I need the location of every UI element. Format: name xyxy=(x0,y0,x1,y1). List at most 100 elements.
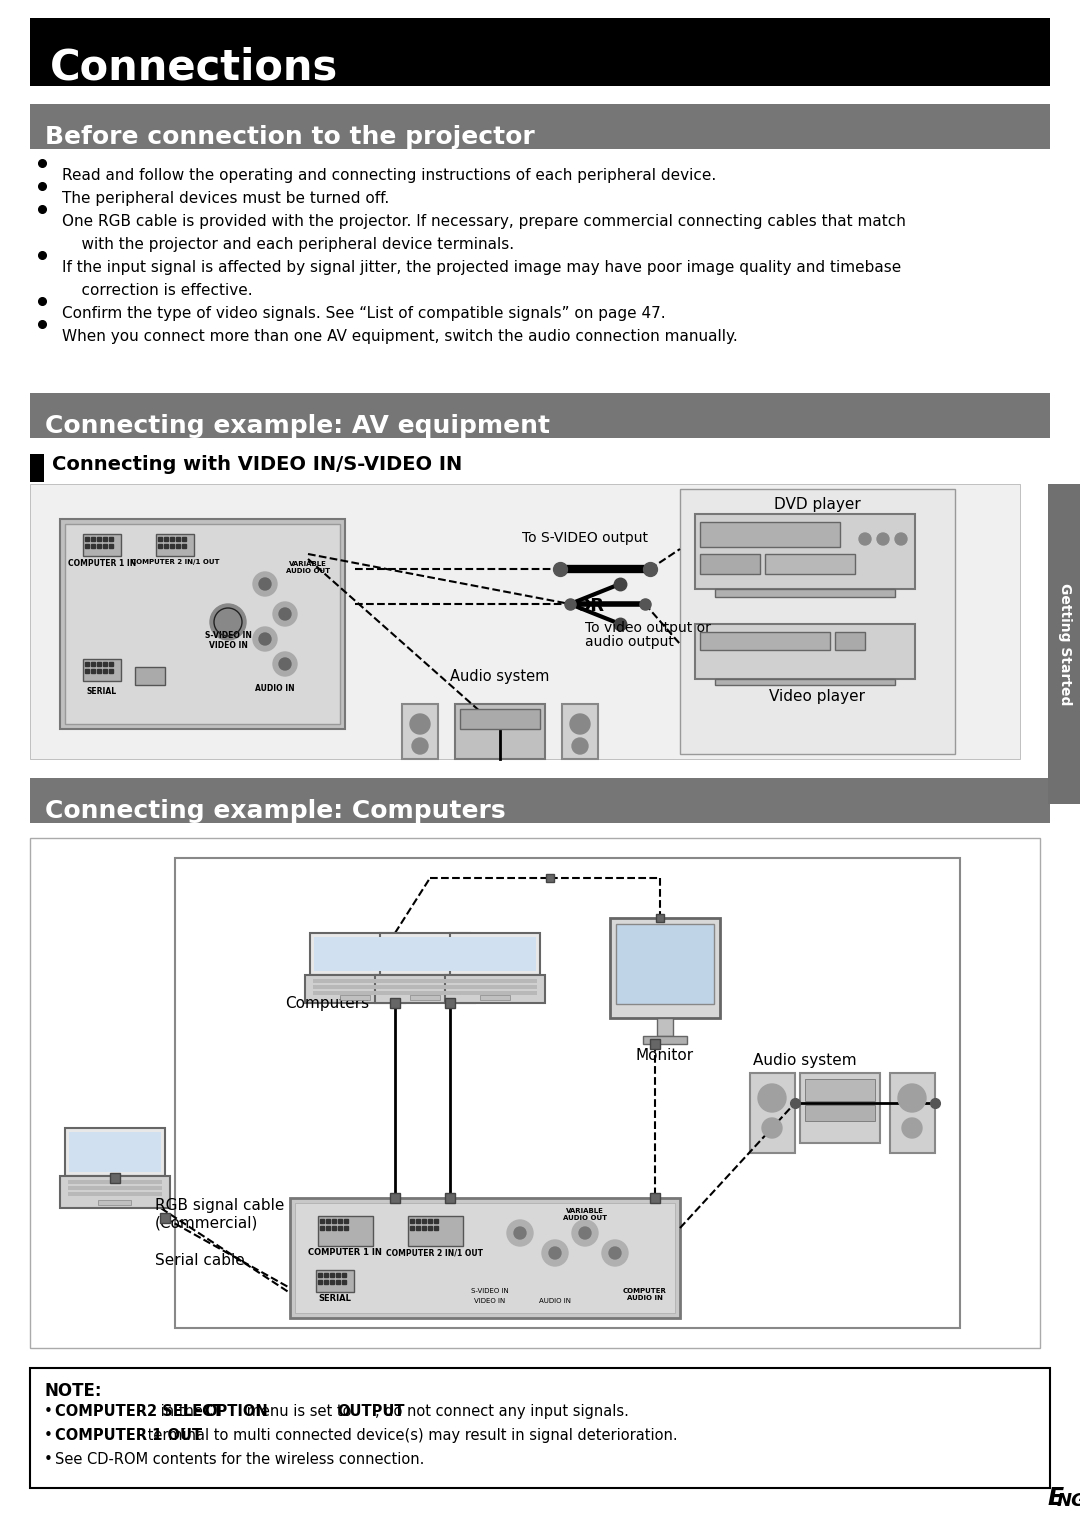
Text: OR: OR xyxy=(576,597,605,614)
Text: Computers: Computers xyxy=(285,996,369,1012)
Bar xyxy=(455,704,545,759)
Bar xyxy=(715,678,895,685)
Bar xyxy=(383,992,467,995)
Circle shape xyxy=(895,533,907,545)
Bar xyxy=(60,1177,170,1209)
Bar xyxy=(480,995,510,999)
Text: COMPUTER2 SELECT: COMPUTER2 SELECT xyxy=(55,1404,222,1420)
Bar xyxy=(610,918,720,1018)
Bar xyxy=(546,874,554,882)
Bar xyxy=(650,1039,660,1050)
Bar xyxy=(700,523,840,547)
Circle shape xyxy=(507,1219,534,1245)
Bar xyxy=(454,937,536,970)
Bar xyxy=(453,986,537,989)
Text: Connecting with VIDEO IN/S-VIDEO IN: Connecting with VIDEO IN/S-VIDEO IN xyxy=(52,455,462,474)
Text: Connecting example: Computers: Connecting example: Computers xyxy=(45,799,505,824)
Circle shape xyxy=(897,1083,926,1112)
Circle shape xyxy=(572,738,588,753)
Bar xyxy=(30,104,1050,150)
Text: Before connection to the projector: Before connection to the projector xyxy=(45,125,535,150)
Text: DVD player: DVD player xyxy=(773,497,861,512)
Text: One RGB cable is provided with the projector. If necessary, prepare commercial c: One RGB cable is provided with the proje… xyxy=(62,214,906,229)
Circle shape xyxy=(253,626,276,651)
Bar xyxy=(291,1198,680,1319)
Bar xyxy=(314,937,396,970)
Text: •: • xyxy=(44,1452,53,1467)
Text: COMPUTER 2 IN/1 OUT: COMPUTER 2 IN/1 OUT xyxy=(387,1248,484,1258)
Circle shape xyxy=(514,1227,526,1239)
Text: Read and follow the operating and connecting instructions of each peripheral dev: Read and follow the operating and connec… xyxy=(62,168,716,183)
Bar xyxy=(450,934,540,975)
Bar xyxy=(156,533,194,556)
Bar xyxy=(453,979,537,983)
Text: E: E xyxy=(1048,1487,1064,1510)
Bar xyxy=(316,1270,354,1293)
Text: audio output: audio output xyxy=(585,636,674,649)
Text: SERIAL: SERIAL xyxy=(86,688,117,695)
Circle shape xyxy=(279,608,291,620)
Bar xyxy=(402,704,438,759)
Text: COMPUTER
AUDIO IN: COMPUTER AUDIO IN xyxy=(623,1288,667,1300)
Text: If the input signal is affected by signal jitter, the projected image may have p: If the input signal is affected by signa… xyxy=(62,260,901,275)
Circle shape xyxy=(602,1241,627,1267)
Text: Video player: Video player xyxy=(769,689,865,704)
Text: Connections: Connections xyxy=(50,46,338,89)
Bar xyxy=(696,513,915,588)
Text: Connecting example: AV equipment: Connecting example: AV equipment xyxy=(45,414,550,439)
Bar xyxy=(805,1079,875,1102)
Bar xyxy=(715,588,895,597)
Bar xyxy=(30,18,1050,86)
Text: COMPUTER 2 IN/1 OUT: COMPUTER 2 IN/1 OUT xyxy=(131,559,219,565)
Text: Audio system: Audio system xyxy=(450,669,550,685)
Circle shape xyxy=(609,1247,621,1259)
Bar xyxy=(295,1203,675,1313)
Bar xyxy=(696,623,915,678)
Bar xyxy=(700,555,760,575)
Text: Audio system: Audio system xyxy=(753,1053,856,1068)
Bar xyxy=(340,995,370,999)
Text: S-VIDEO IN: S-VIDEO IN xyxy=(204,631,252,640)
Bar xyxy=(700,633,831,649)
Text: AUDIO IN: AUDIO IN xyxy=(255,685,295,694)
Bar xyxy=(65,524,340,724)
Bar xyxy=(835,633,865,649)
Bar xyxy=(30,1368,1050,1488)
Bar xyxy=(657,1018,673,1036)
Text: , do not connect any input signals.: , do not connect any input signals. xyxy=(376,1404,630,1420)
Bar xyxy=(445,998,455,1008)
Bar xyxy=(380,934,470,975)
Circle shape xyxy=(570,714,590,733)
Bar xyxy=(305,975,405,1002)
Bar xyxy=(83,659,121,681)
Text: VARIABLE
AUDIO OUT: VARIABLE AUDIO OUT xyxy=(286,561,330,575)
Text: RGB signal cable
(Commercial): RGB signal cable (Commercial) xyxy=(156,1198,284,1230)
Text: To video output or: To video output or xyxy=(585,620,711,636)
Text: VIDEO IN: VIDEO IN xyxy=(208,642,247,649)
Text: menu is set to: menu is set to xyxy=(242,1404,355,1420)
Bar xyxy=(160,1213,170,1222)
Text: VIDEO IN: VIDEO IN xyxy=(474,1297,505,1303)
Circle shape xyxy=(273,652,297,675)
Text: Getting Started: Getting Started xyxy=(1058,582,1072,706)
Circle shape xyxy=(877,533,889,545)
Circle shape xyxy=(210,604,246,640)
Bar xyxy=(30,778,1050,824)
Bar xyxy=(383,986,467,989)
Bar xyxy=(383,979,467,983)
Text: When you connect more than one AV equipment, switch the audio connection manuall: When you connect more than one AV equipm… xyxy=(62,329,738,344)
Circle shape xyxy=(279,659,291,669)
Bar xyxy=(110,1174,120,1183)
Circle shape xyxy=(579,1227,591,1239)
Circle shape xyxy=(411,738,428,753)
Bar xyxy=(65,1128,165,1177)
Bar xyxy=(313,986,397,989)
Bar xyxy=(680,489,955,753)
Bar xyxy=(175,859,960,1328)
Text: See CD-ROM contents for the wireless connection.: See CD-ROM contents for the wireless con… xyxy=(55,1452,424,1467)
Bar xyxy=(310,934,400,975)
Bar xyxy=(445,1193,455,1203)
Text: •: • xyxy=(44,1404,53,1420)
Bar xyxy=(98,1199,131,1206)
Bar xyxy=(30,454,44,481)
